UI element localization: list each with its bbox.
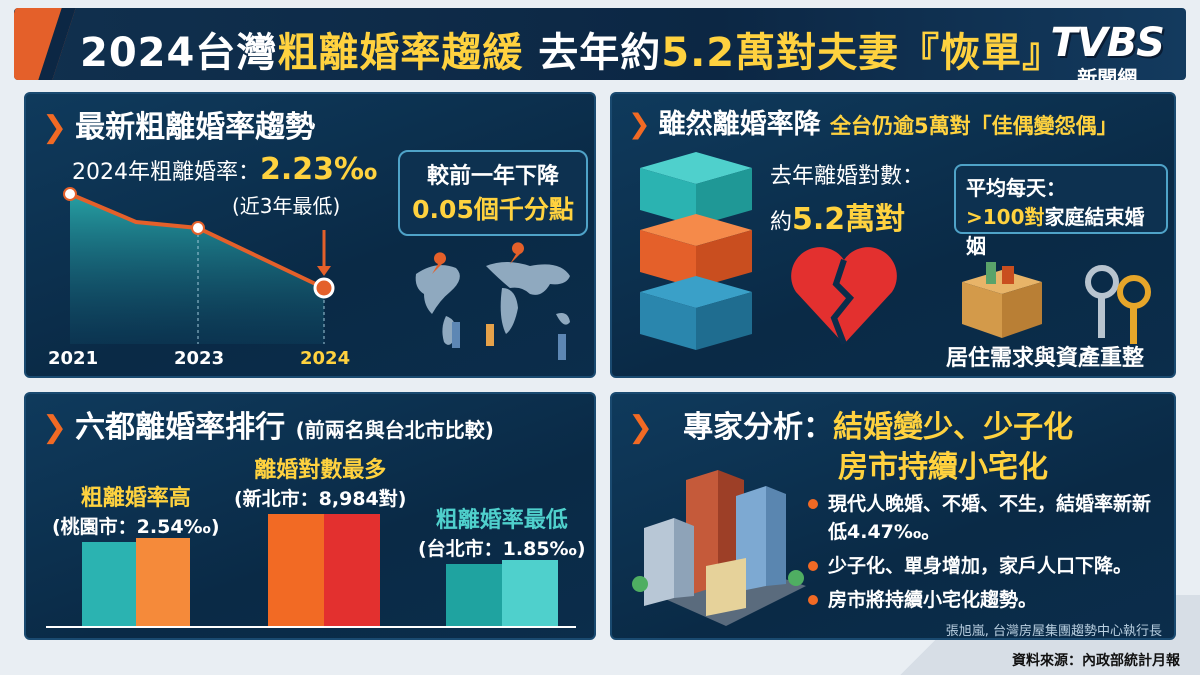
panel-heading: ❯ 六都離婚率排行 (前兩名與台北市比較)	[42, 402, 494, 446]
rate-value: 2.23‰	[260, 152, 378, 187]
down-arrow-head	[317, 266, 331, 276]
rank-title: 粗離婚率高	[80, 486, 191, 511]
rank-title: 離婚對數最多	[254, 458, 387, 483]
callout-line1: 較前一年下降	[426, 164, 559, 189]
bar-taipei-b	[502, 560, 558, 626]
housing-label: 居住需求與資產重整	[946, 346, 1145, 371]
bar-taipei-a	[446, 564, 502, 626]
divorce-count-label: 去年離婚對數：	[770, 164, 925, 189]
expert-bullets: 現代人晚婚、不婚、不生，結婚率新新低4.47‰。 少子化、單身增加，家戶人口下降…	[808, 490, 1168, 620]
tick-label: 2024	[300, 348, 351, 369]
panel-heading: ❯ 最新粗離婚率趨勢	[42, 102, 315, 146]
callout-line2: 0.05個千分點	[412, 195, 574, 224]
point-2023	[191, 221, 205, 235]
heading-text: 六都離婚率排行	[75, 410, 286, 445]
tick-label: 2021	[48, 348, 99, 369]
bullet-item: 房市將持續小宅化趨勢。	[808, 586, 1168, 614]
expert-credit: 張旭嵐, 台灣房屋集團趨勢中心執行長	[945, 624, 1162, 639]
tick-label: 2023	[174, 348, 225, 369]
world-map-icon	[415, 242, 570, 360]
chevron-right-icon: ❯	[628, 410, 654, 445]
bullet-item: 少子化、單身增加，家戶人口下降。	[808, 552, 1168, 580]
rank-label-newtaipei: 離婚對數最多 (新北市：8,984對)	[234, 452, 406, 511]
heading-text: 最新粗離婚率趨勢	[75, 110, 316, 145]
couples-panel: ❯ 雖然離婚率降 全台仍逾5萬對「佳偶變怨偶」	[610, 92, 1176, 378]
trend-chart	[63, 187, 570, 360]
heading-highlight: 全台仍逾5萬對「佳偶變怨偶」	[830, 114, 1118, 138]
rank-title: 粗離婚率最低	[435, 508, 568, 533]
heading-text: 專家分析：	[683, 410, 834, 445]
moving-box-icon	[962, 262, 1042, 338]
baseline	[46, 626, 576, 628]
trend-line	[69, 192, 325, 290]
bar-taoyuan-b	[136, 538, 190, 626]
rank-sub: (台北市：1.85‰)	[418, 538, 586, 560]
source-note: 資料來源：內政部統計月報	[1012, 653, 1180, 669]
heading-sub: (前兩名與台北市比較)	[295, 418, 494, 442]
area-fill	[70, 194, 324, 344]
title-highlight: 粗離婚率趨緩	[277, 30, 524, 76]
title-part: 去年約	[523, 30, 662, 76]
tvbs-logo: TVBS 新聞網	[1050, 20, 1165, 80]
ranking-bars	[82, 514, 558, 626]
title-part: 2024台灣	[80, 30, 278, 76]
logo-sub: 新聞網	[1077, 66, 1138, 80]
heading-text: 雖然離婚率降	[658, 109, 821, 140]
buildings-icon	[632, 470, 806, 626]
point-2021	[63, 187, 77, 201]
decline-callout: 較前一年下降 0.05個千分點	[398, 150, 588, 236]
bubble-highlight: >100對	[966, 205, 1045, 229]
bubble-text: 家庭結束婚姻	[966, 205, 1145, 258]
count-value: 5.2萬對	[792, 202, 906, 237]
page-title: 2024台灣粗離婚率趨緩 去年約5.2萬對夫妻『恢單』	[80, 20, 1063, 78]
panel-heading: ❯ 專家分析：結婚變少、少子化	[628, 402, 1073, 446]
bubble-line2: >100對家庭結束婚姻	[966, 201, 1156, 259]
ranking-panel: ❯ 六都離婚率排行 (前兩名與台北市比較) 粗離婚率高 (桃園市：2.54‰) 離…	[24, 392, 596, 640]
chevron-right-icon: ❯	[42, 110, 68, 145]
panel-heading: ❯ 雖然離婚率降 全台仍逾5萬對「佳偶變怨偶」	[628, 102, 1118, 141]
count-prefix: 約	[770, 210, 793, 235]
bar-newtaipei-a	[268, 514, 324, 626]
bubble-line1: 平均每天：	[966, 176, 1066, 200]
rate-note: (近3年最低)	[232, 194, 341, 218]
point-2024	[313, 277, 335, 299]
heading-highlight: 結婚變少、少子化	[833, 410, 1074, 445]
broken-heart-icon	[791, 247, 897, 346]
divorce-count: 約5.2萬對	[770, 194, 905, 238]
rate-label: 2024年粗離婚率：	[72, 160, 260, 185]
couples-illustration	[640, 152, 1151, 350]
title-banner: 2024台灣粗離婚率趨緩 去年約5.2萬對夫妻『恢單』 TVBS 新聞網	[14, 8, 1186, 80]
rank-sub: (新北市：8,984對)	[234, 488, 407, 510]
heading-line2: 房市持續小宅化	[838, 450, 1048, 485]
keys-icon	[1085, 265, 1151, 344]
title-highlight: 5.2萬對夫妻『恢單』	[661, 30, 1064, 76]
stacked-blocks-icon	[640, 152, 752, 350]
daily-bubble: 平均每天： >100對家庭結束婚姻	[954, 164, 1168, 258]
trend-panel: ❯ 最新粗離婚率趨勢 2024年粗離婚率：2.23‰ (近3年最低)	[24, 92, 596, 378]
chevron-right-icon: ❯	[628, 109, 651, 140]
rate-line: 2024年粗離婚率：2.23‰	[72, 152, 377, 187]
rank-sub: (桃園市：2.54‰)	[52, 516, 220, 538]
bar-newtaipei-b	[324, 514, 380, 626]
bullet-item: 現代人晚婚、不婚、不生，結婚率新新低4.47‰。	[808, 490, 1168, 546]
chevron-right-icon: ❯	[42, 410, 68, 445]
bar-taoyuan-a	[82, 542, 136, 626]
logo-brand: TVBS	[1050, 20, 1165, 66]
rank-label-taoyuan: 粗離婚率高 (桃園市：2.54‰)	[52, 480, 220, 539]
rank-label-taipei: 粗離婚率最低 (台北市：1.85‰)	[418, 502, 586, 561]
expert-panel: ❯ 專家分析：結婚變少、少子化 房市持續小宅化 現代人晚婚、不婚、不生，結婚率新新…	[610, 392, 1176, 640]
